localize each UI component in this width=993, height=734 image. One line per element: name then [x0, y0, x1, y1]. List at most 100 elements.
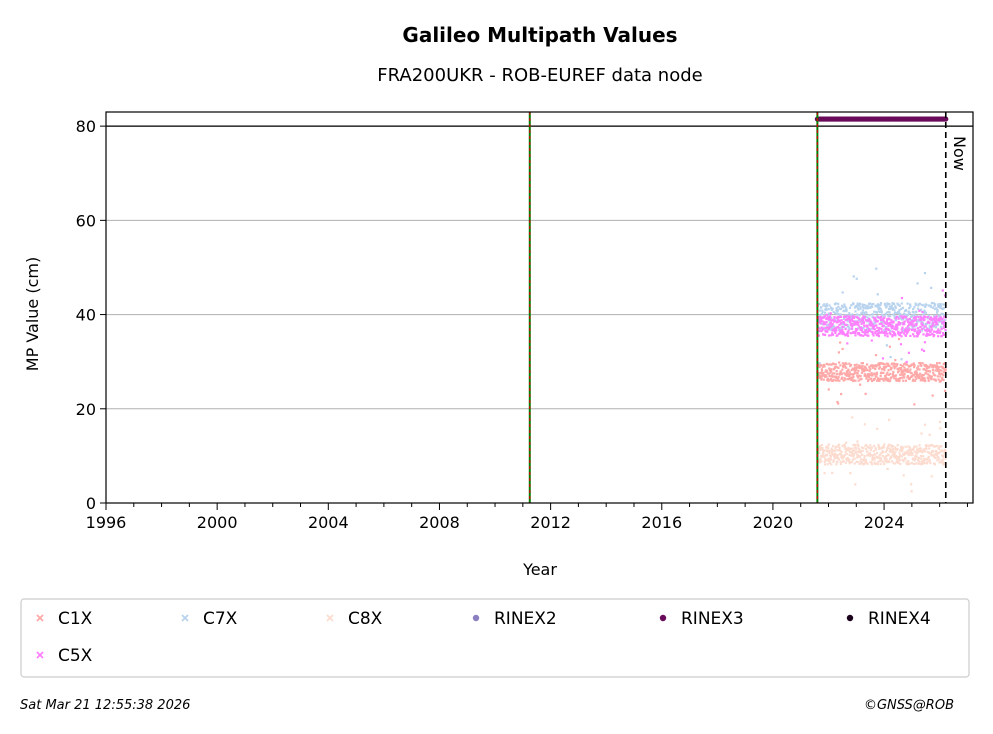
data-point	[891, 335, 894, 338]
data-point	[900, 318, 904, 321]
data-point	[850, 331, 853, 335]
data-point	[887, 314, 890, 318]
data-point	[884, 450, 888, 453]
data-point	[841, 368, 844, 371]
data-point	[879, 457, 883, 460]
data-point	[894, 377, 897, 380]
legend-label: C8X	[348, 609, 383, 629]
data-point	[864, 331, 867, 334]
data-point	[898, 457, 901, 461]
data-point	[854, 310, 857, 313]
data-point	[820, 318, 823, 321]
data-point	[850, 452, 854, 455]
data-point	[906, 313, 910, 316]
data-point	[908, 453, 911, 456]
x-tick-label: 2008	[419, 513, 460, 532]
data-point	[862, 458, 865, 461]
data-point	[883, 443, 886, 446]
data-point	[886, 332, 889, 335]
data-point	[895, 323, 898, 326]
legend-marker	[472, 614, 480, 622]
data-point	[936, 369, 939, 372]
data-point	[919, 448, 922, 451]
data-point	[915, 322, 918, 325]
data-point	[901, 370, 904, 373]
data-point	[881, 313, 884, 316]
data-point	[842, 379, 845, 382]
data-point	[924, 368, 927, 372]
data-point	[894, 328, 898, 331]
data-point	[839, 326, 842, 330]
data-point	[920, 348, 924, 351]
data-point	[856, 328, 859, 331]
data-point	[848, 371, 851, 374]
data-point	[917, 315, 920, 318]
data-point	[821, 446, 824, 450]
x-tick-label: 2020	[753, 513, 794, 532]
data-point	[845, 370, 848, 373]
data-point	[884, 375, 887, 378]
data-point	[844, 327, 847, 331]
data-point	[837, 366, 840, 370]
data-point	[818, 459, 821, 462]
data-point	[940, 369, 943, 372]
data-point	[843, 377, 846, 380]
data-point	[820, 376, 823, 379]
data-point	[886, 377, 889, 381]
data-point	[833, 372, 836, 375]
data-point	[908, 462, 911, 465]
data-point	[819, 364, 823, 367]
data-point	[843, 315, 846, 318]
data-point	[940, 334, 943, 338]
data-point	[866, 307, 870, 310]
legend-item: RINEX2	[472, 609, 557, 629]
data-point	[916, 335, 919, 338]
data-point	[819, 306, 823, 309]
data-point	[821, 316, 824, 319]
data-point	[897, 310, 901, 314]
x-tick-label: 2016	[641, 513, 682, 532]
data-point	[860, 377, 863, 381]
data-point	[938, 461, 941, 464]
data-point	[924, 311, 928, 314]
data-point	[943, 324, 946, 327]
data-point	[916, 450, 919, 453]
data-point	[863, 313, 866, 317]
data-point	[866, 331, 869, 334]
data-point	[913, 335, 916, 338]
data-point	[937, 451, 941, 454]
data-point	[898, 314, 902, 317]
legend-label: RINEX3	[681, 609, 744, 629]
data-point	[878, 379, 881, 382]
data-point	[885, 305, 888, 308]
data-point	[883, 331, 886, 335]
data-point	[833, 362, 836, 366]
data-point	[927, 377, 930, 380]
data-point	[859, 306, 862, 309]
data-point	[906, 331, 909, 334]
data-point	[871, 374, 874, 377]
data-point	[828, 369, 832, 372]
data-point	[820, 455, 823, 459]
data-point	[937, 447, 940, 450]
data-point	[852, 443, 855, 447]
data-point	[891, 362, 894, 365]
data-point	[933, 364, 936, 367]
data-point	[897, 321, 900, 324]
data-point	[895, 364, 898, 367]
data-point	[918, 329, 921, 332]
data-point	[857, 447, 861, 450]
data-point	[874, 321, 877, 324]
data-point	[857, 450, 860, 453]
data-point	[832, 454, 836, 457]
data-point	[939, 302, 942, 306]
data-point	[862, 307, 865, 310]
data-point	[894, 374, 898, 377]
data-point	[839, 364, 842, 367]
data-point	[890, 319, 893, 322]
data-point	[875, 320, 878, 323]
data-point	[846, 331, 849, 334]
data-point	[855, 371, 858, 374]
data-point	[853, 331, 857, 335]
data-point	[848, 458, 851, 461]
